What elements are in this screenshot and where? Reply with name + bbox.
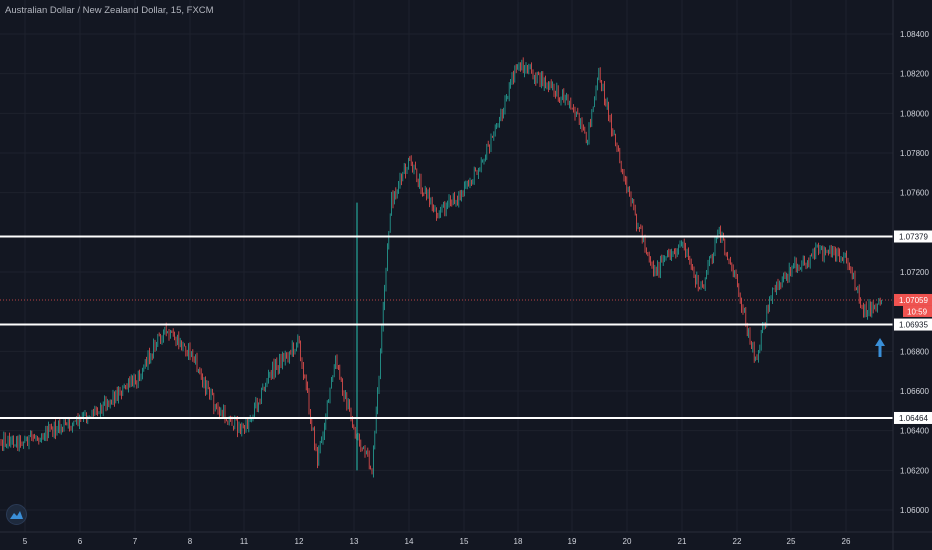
x-tick-label: 15	[460, 537, 469, 546]
candles	[0, 57, 882, 478]
current-price-label-bg	[894, 293, 932, 306]
x-tick-label: 18	[514, 537, 523, 546]
x-tick-label: 19	[568, 537, 577, 546]
level-label: 1.06464	[899, 414, 928, 423]
y-tick-label: 1.06200	[900, 466, 929, 475]
level-label-bg	[894, 318, 932, 331]
y-tick-label: 1.07200	[900, 268, 929, 277]
x-tick-label: 8	[188, 537, 193, 546]
x-tick-label: 13	[350, 537, 359, 546]
x-tick-label: 25	[787, 537, 796, 546]
grid-lines	[0, 0, 893, 532]
x-tick-label: 14	[405, 537, 414, 546]
y-tick-label: 1.07600	[900, 189, 929, 198]
level-label-bg	[894, 230, 932, 243]
x-tick-label: 21	[678, 537, 687, 546]
current-price-label: 1.07059	[899, 296, 928, 305]
y-tick-label: 1.08200	[900, 70, 929, 79]
current-price: 1.07059 10:59	[0, 293, 932, 317]
time-axis[interactable]: 5 6 7 8 11 12 13 14 15 18 19 20 21 22 25 26	[23, 537, 851, 546]
level-label-bg	[894, 411, 932, 424]
arrow-up-icon	[875, 338, 885, 357]
x-tick-label: 6	[78, 537, 83, 546]
level-label: 1.06935	[899, 321, 928, 330]
y-tick-label: 1.06800	[900, 347, 929, 356]
x-tick-label: 22	[733, 537, 742, 546]
y-tick-label: 1.08000	[900, 109, 929, 118]
x-tick-label: 7	[133, 537, 138, 546]
level-label: 1.07379	[899, 232, 928, 241]
x-tick-label: 20	[623, 537, 632, 546]
y-tick-label: 1.07800	[900, 149, 929, 158]
x-tick-label: 11	[240, 537, 249, 546]
y-tick-label: 1.06000	[900, 506, 929, 515]
horizontal-levels[interactable]: 1.07379 1.06935 1.06464	[0, 230, 932, 424]
price-axis[interactable]: 1.06000 1.06200 1.06400 1.06600 1.06800 1.072…	[900, 30, 929, 515]
x-tick-label: 12	[295, 537, 304, 546]
x-tick-label: 5	[23, 537, 28, 546]
chart-title: Australian Dollar / New Zealand Dollar, …	[5, 5, 214, 16]
y-tick-label: 1.06600	[900, 387, 929, 396]
countdown-label: 10:59	[907, 307, 928, 316]
tradingview-logo-icon[interactable]	[6, 504, 27, 525]
y-tick-label: 1.08400	[900, 30, 929, 39]
x-tick-label: 26	[842, 537, 851, 546]
countdown-bg	[903, 305, 932, 317]
y-tick-label: 1.06400	[900, 427, 929, 436]
